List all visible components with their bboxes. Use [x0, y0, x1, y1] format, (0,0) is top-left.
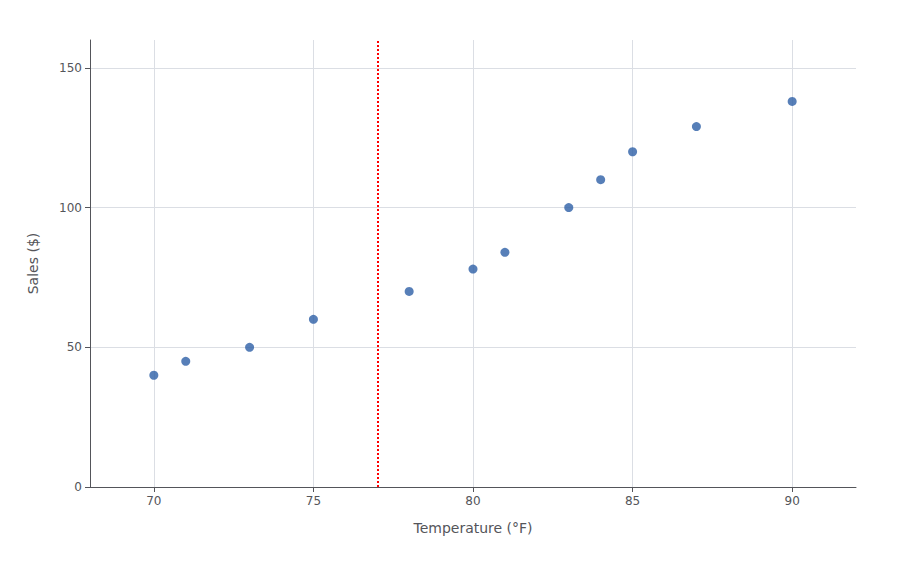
svg-text:90: 90 [785, 494, 800, 508]
svg-text:0: 0 [74, 480, 82, 494]
svg-text:Sales ($): Sales ($) [25, 233, 41, 295]
svg-text:85: 85 [625, 494, 640, 508]
svg-text:70: 70 [146, 494, 161, 508]
svg-text:80: 80 [465, 494, 480, 508]
svg-text:50: 50 [67, 340, 82, 354]
svg-text:Temperature (°F): Temperature (°F) [412, 520, 532, 536]
svg-text:100: 100 [59, 201, 82, 215]
svg-text:150: 150 [59, 61, 82, 75]
svg-text:75: 75 [306, 494, 321, 508]
